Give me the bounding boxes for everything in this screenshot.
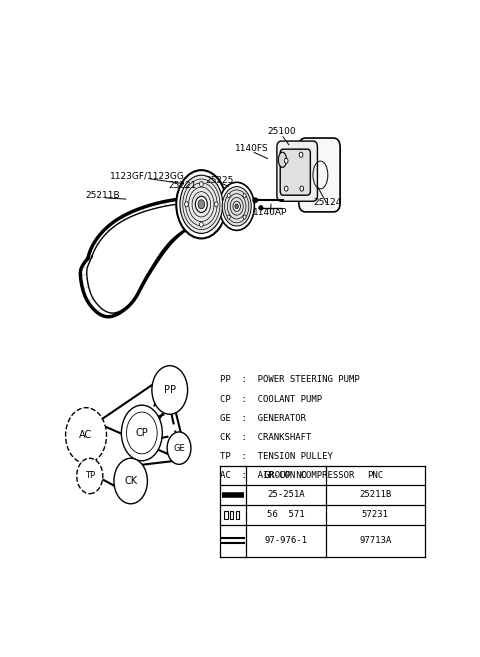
Text: 57231: 57231 — [362, 510, 389, 519]
Bar — [230, 510, 233, 519]
Ellipse shape — [215, 202, 218, 207]
Ellipse shape — [167, 432, 191, 464]
Text: 25-251A: 25-251A — [267, 490, 305, 499]
Ellipse shape — [77, 459, 103, 493]
Ellipse shape — [243, 194, 246, 198]
Ellipse shape — [185, 202, 188, 207]
Ellipse shape — [114, 459, 147, 504]
Ellipse shape — [152, 366, 188, 415]
Text: 25100: 25100 — [267, 127, 296, 137]
Ellipse shape — [299, 152, 303, 157]
FancyBboxPatch shape — [277, 141, 317, 201]
Text: 25211B: 25211B — [359, 490, 391, 499]
Ellipse shape — [284, 186, 288, 191]
Text: CK  :  CRANKSHAFT: CK : CRANKSHAFT — [220, 433, 312, 442]
Text: CP: CP — [135, 428, 148, 438]
Text: 1140FS: 1140FS — [235, 144, 268, 153]
Text: GE: GE — [173, 443, 185, 453]
Text: 25124: 25124 — [313, 198, 342, 207]
Ellipse shape — [300, 186, 304, 191]
Text: 97713A: 97713A — [359, 536, 391, 545]
Text: 25211B: 25211B — [85, 191, 120, 200]
Ellipse shape — [284, 158, 288, 164]
Ellipse shape — [180, 175, 223, 233]
Ellipse shape — [233, 201, 240, 212]
Polygon shape — [87, 204, 202, 313]
Ellipse shape — [228, 215, 230, 219]
Text: GE  :  GENERATOR: GE : GENERATOR — [220, 414, 306, 423]
Text: TP: TP — [84, 472, 95, 480]
Ellipse shape — [235, 204, 239, 209]
Ellipse shape — [222, 187, 251, 226]
Ellipse shape — [243, 215, 246, 219]
Text: 1123GF/1123GG: 1123GF/1123GG — [110, 171, 185, 181]
Text: 56  571: 56 571 — [267, 510, 305, 519]
Bar — [224, 510, 228, 519]
FancyBboxPatch shape — [299, 138, 340, 212]
Ellipse shape — [252, 198, 258, 203]
Text: 25225: 25225 — [206, 175, 234, 185]
Text: 1140AP: 1140AP — [253, 208, 288, 217]
Ellipse shape — [176, 170, 227, 238]
Text: CK: CK — [124, 476, 137, 486]
Ellipse shape — [121, 405, 162, 461]
Text: CP  :  COOLANT PUMP: CP : COOLANT PUMP — [220, 395, 322, 403]
Text: TP  :  TENSION PULLEY: TP : TENSION PULLEY — [220, 452, 333, 461]
Ellipse shape — [259, 206, 263, 210]
Ellipse shape — [219, 182, 254, 231]
Ellipse shape — [198, 200, 204, 209]
Ellipse shape — [66, 407, 107, 463]
Text: 25221: 25221 — [168, 181, 197, 190]
Ellipse shape — [195, 196, 207, 212]
Text: AC: AC — [79, 430, 93, 440]
Bar — [236, 510, 239, 519]
Text: PP: PP — [164, 385, 176, 395]
Ellipse shape — [278, 152, 287, 168]
Ellipse shape — [200, 222, 203, 227]
Text: PNC: PNC — [367, 471, 384, 480]
FancyBboxPatch shape — [280, 149, 311, 195]
Text: GROUP NO: GROUP NO — [264, 471, 308, 480]
Ellipse shape — [228, 194, 230, 198]
Text: AC  :  AIR-CON COMPRESSOR: AC : AIR-CON COMPRESSOR — [220, 472, 354, 480]
Text: PP  :  POWER STEERING PUMP: PP : POWER STEERING PUMP — [220, 375, 360, 384]
Ellipse shape — [200, 181, 203, 187]
Text: 97-976-1: 97-976-1 — [264, 536, 308, 545]
